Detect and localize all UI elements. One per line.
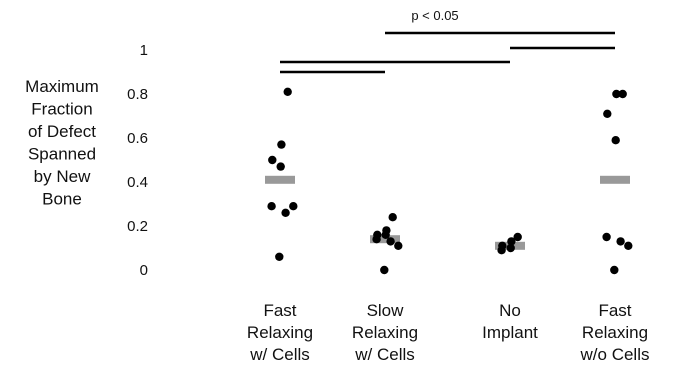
category-label-line: Relaxing	[247, 323, 313, 342]
y-tick-label: 0.2	[127, 218, 148, 235]
category-label-line: w/ Cells	[354, 345, 415, 364]
category-label-line: No	[499, 301, 521, 320]
data-point	[268, 155, 277, 165]
data-point	[497, 246, 506, 255]
category-label-line: Relaxing	[352, 323, 418, 342]
y-tick-label: 0	[140, 262, 148, 279]
data-point	[388, 213, 397, 222]
category-label-line: Fast	[263, 301, 296, 320]
y-tick-label: 0.6	[127, 130, 148, 147]
data-point	[277, 140, 286, 149]
significance-label: p < 0.05	[411, 8, 458, 23]
data-point	[267, 202, 276, 211]
mean-bar	[265, 175, 295, 184]
data-point	[624, 241, 633, 250]
y-axis-label-line: by New	[34, 167, 91, 186]
mean-bar	[600, 175, 630, 184]
category-label-line: w/o Cells	[580, 345, 650, 364]
data-point	[611, 136, 620, 145]
data-point	[506, 243, 515, 253]
data-point	[372, 235, 381, 244]
data-point	[386, 237, 395, 246]
data-point	[275, 252, 284, 261]
mean-bar	[370, 235, 400, 244]
data-point	[602, 232, 611, 242]
y-tick-label: 0.4	[127, 174, 148, 191]
category-label-line: Slow	[367, 301, 405, 320]
y-tick-label: 0.8	[127, 86, 148, 103]
data-point	[381, 230, 390, 239]
data-point	[394, 241, 403, 250]
data-point	[618, 89, 627, 99]
y-axis-label-line: Fraction	[31, 100, 92, 119]
data-point	[276, 162, 285, 171]
y-axis-label-line: Maximum	[25, 77, 99, 96]
category-label-line: Implant	[482, 323, 538, 342]
category-label-line: Relaxing	[582, 323, 648, 342]
y-axis-label-line: of Defect	[28, 122, 96, 141]
y-axis-label-line: Spanned	[28, 145, 96, 164]
category-label-line: Fast	[598, 301, 631, 320]
y-tick-label: 1	[140, 42, 148, 59]
data-point	[281, 208, 290, 217]
data-point	[612, 89, 621, 99]
data-point	[507, 237, 516, 246]
data-point	[380, 265, 389, 275]
data-point	[603, 109, 612, 119]
category-label-line: w/ Cells	[249, 345, 310, 364]
data-point	[610, 265, 619, 275]
data-point	[283, 87, 292, 97]
data-point	[289, 202, 298, 211]
y-axis-label-line: Bone	[42, 190, 82, 209]
data-point	[616, 237, 625, 246]
data-point	[513, 232, 522, 242]
